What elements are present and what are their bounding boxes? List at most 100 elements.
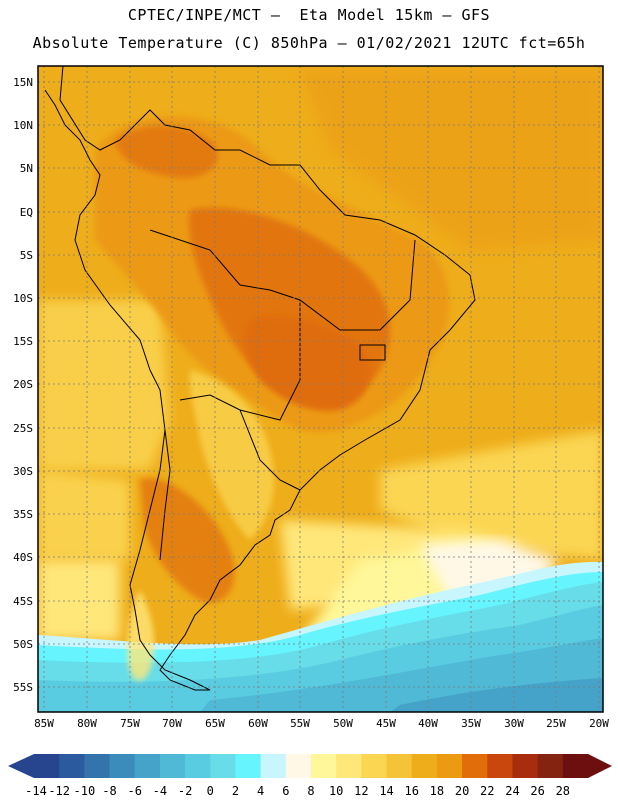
colorbar-cell [487, 754, 513, 778]
colorbar-label: -14 [25, 784, 47, 798]
colorbar-label: 26 [530, 784, 544, 798]
longitude-axis: 85W 80W 75W 70W 65W 60W 55W 50W 45W 40W … [34, 717, 609, 730]
colorbar-cell [235, 754, 262, 778]
colorbar: -14 -12 -10 -8 -6 -4 -2 0 2 4 6 8 10 12 14 16 18 20 22 24 26… [8, 754, 612, 798]
lon-label: 85W [34, 717, 54, 730]
colorbar-label: 14 [379, 784, 393, 798]
colorbar-cell [436, 754, 463, 778]
lat-label: 25S [13, 422, 33, 435]
map-title: CPTEC/INPE/MCT – Eta Model 15km – GFS [127, 6, 491, 24]
colorbar-cell [512, 754, 539, 778]
colorbar-cell [109, 754, 136, 778]
colorbar-label: 2 [232, 784, 239, 798]
lon-label: 55W [290, 717, 310, 730]
colorbar-cell [336, 754, 362, 778]
colorbar-label: 10 [329, 784, 343, 798]
colorbar-low-arrow [8, 754, 34, 778]
colorbar-cell [562, 754, 589, 778]
lon-label: 30W [504, 717, 524, 730]
colorbar-label: 16 [405, 784, 419, 798]
colorbar-label: -2 [178, 784, 192, 798]
field-10-12-southern-chile [127, 590, 155, 681]
lat-label: 5N [20, 162, 33, 175]
border-line [239, 409, 301, 491]
lon-label: 60W [248, 717, 268, 730]
colorbar-cell [34, 754, 60, 778]
field-minus8-minus6 [390, 678, 603, 712]
lon-label: 75W [120, 717, 140, 730]
lat-label: 5S [20, 249, 33, 262]
lat-label: 45S [13, 595, 33, 608]
colorbar-cell [537, 754, 564, 778]
colorbar-cell [285, 754, 312, 778]
map-subtitle: Absolute Temperature (C) 850hPa – 01/02/… [32, 34, 586, 52]
lat-label: 35S [13, 508, 33, 521]
lat-label: 40S [13, 551, 33, 564]
colorbar-cell [59, 754, 85, 778]
lon-label: 80W [77, 717, 97, 730]
colorbar-label: 20 [455, 784, 469, 798]
colorbar-label: -6 [128, 784, 142, 798]
lat-label: 15S [13, 335, 33, 348]
field-20-22-north [115, 125, 218, 179]
colorbar-cell [185, 754, 211, 778]
colorbar-label: 18 [430, 784, 444, 798]
colorbar-cell [411, 754, 438, 778]
colorbar-cell [134, 754, 161, 778]
colorbar-label: 8 [307, 784, 314, 798]
border-line [239, 239, 416, 331]
lon-label: 50W [333, 717, 353, 730]
field-12-14-atlantic [380, 430, 603, 560]
colorbar-label: 12 [354, 784, 368, 798]
field-12-14-pacific [38, 300, 170, 470]
lat-label: EQ [20, 206, 33, 219]
lat-label: 10S [13, 292, 33, 305]
border-line [159, 429, 171, 561]
field-10-12-pacific [38, 560, 120, 640]
colorbar-cell [386, 754, 413, 778]
field-12-14-argentina [189, 370, 274, 540]
colorbar-cell [361, 754, 388, 778]
lat-label: 55S [13, 681, 33, 694]
colorbar-cell [159, 754, 186, 778]
field-20-22-center [244, 316, 371, 411]
colorbar-label: 6 [282, 784, 289, 798]
colorbar-cell [84, 754, 111, 778]
colorbar-label: 4 [257, 784, 264, 798]
colorbar-label: 22 [480, 784, 494, 798]
graticule [38, 66, 603, 712]
field-18-20-caribbean [300, 70, 603, 250]
colorbar-cell [260, 754, 287, 778]
lat-label: 20S [13, 378, 33, 391]
colorbar-label: 28 [556, 784, 570, 798]
temperature-field [38, 66, 603, 712]
continent-outline [44, 66, 476, 691]
border-line [149, 229, 241, 286]
latitude-axis: 15N 10N 5N EQ 5S 10S 15S 20S 25S 30S 35S… [13, 76, 33, 694]
colorbar-label: 0 [207, 784, 214, 798]
lon-label: 25W [546, 717, 566, 730]
field-12-14-south-pacific [38, 470, 130, 560]
colorbar-label: -12 [48, 784, 70, 798]
colorbar-high-arrow [588, 754, 612, 778]
colorbar-label: -4 [153, 784, 167, 798]
border-line [359, 344, 386, 361]
lat-label: 50S [13, 638, 33, 651]
lon-label: 40W [418, 717, 438, 730]
lat-label: 15N [13, 76, 33, 89]
lon-label: 65W [205, 717, 225, 730]
lat-label: 10N [13, 119, 33, 132]
colorbar-label: 24 [505, 784, 519, 798]
lon-label: 45W [376, 717, 396, 730]
colorbar-label: -10 [74, 784, 96, 798]
lon-label: 35W [461, 717, 481, 730]
colorbar-cell [462, 754, 488, 778]
colorbar-cell [210, 754, 236, 778]
map-frame [37, 65, 604, 713]
colorbar-label: -8 [102, 784, 116, 798]
coastlines [44, 66, 476, 691]
lat-label: 30S [13, 465, 33, 478]
field-20-22-patagonia [140, 478, 235, 603]
lon-label: 70W [162, 717, 182, 730]
